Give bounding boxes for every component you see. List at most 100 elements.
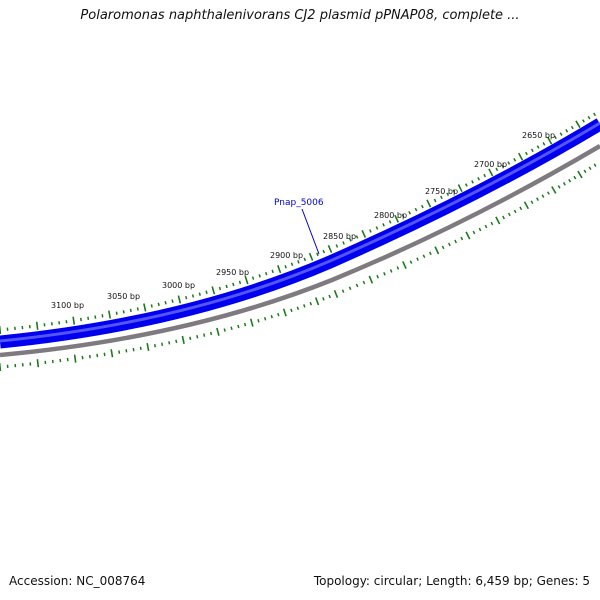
minor-tick: [153, 343, 157, 348]
minor-tick: [376, 274, 379, 279]
minor-tick: [383, 272, 386, 276]
minor-tick: [513, 209, 517, 214]
minor-tick: [258, 274, 261, 278]
minor-tick: [565, 129, 569, 133]
major-tick: [244, 276, 249, 285]
minor-tick: [185, 296, 188, 300]
minor-tick: [284, 264, 287, 269]
minor-tick: [94, 315, 97, 319]
minor-tick: [303, 257, 307, 262]
minor-tick: [570, 125, 574, 130]
minor-tick: [593, 112, 597, 117]
minor-tick: [316, 252, 319, 257]
minor-tick: [471, 180, 474, 184]
minor-tick: [557, 185, 561, 189]
minor-tick: [519, 206, 523, 211]
major-tick: [36, 359, 40, 368]
minor-tick: [132, 347, 135, 352]
tick-label-3000: 3000 bp: [162, 281, 195, 290]
minor-tick: [422, 254, 426, 259]
minor-tick: [322, 297, 325, 301]
minor-tick: [168, 341, 171, 345]
minor-tick: [369, 229, 372, 233]
major-tick: [282, 308, 287, 317]
minor-tick: [536, 145, 540, 149]
topology-summary: Topology: circular; Length: 6,459 bp; Ge…: [313, 574, 590, 588]
minor-tick: [525, 151, 528, 156]
minor-tick: [582, 119, 585, 123]
minor-tick: [290, 262, 294, 267]
major-tick: [333, 289, 339, 299]
minor-tick: [355, 283, 359, 288]
minor-tick: [409, 260, 413, 264]
map-title: Polaromonas naphthalenivorans CJ2 plasmi…: [80, 8, 520, 23]
minor-tick: [464, 183, 468, 187]
tick-label-2700: 2700 bp: [474, 160, 507, 169]
minor-tick: [150, 304, 153, 308]
minor-tick: [335, 244, 339, 248]
minor-tick: [264, 271, 268, 276]
minor-tick: [198, 292, 201, 296]
accession-text: Accession: NC_008764: [9, 574, 146, 588]
minor-tick: [230, 326, 233, 331]
major-tick: [181, 335, 185, 344]
tick-label-2650: 2650 bp: [522, 131, 555, 140]
minor-tick: [65, 320, 68, 324]
major-tick: [108, 310, 112, 319]
minor-tick: [416, 257, 419, 261]
major-tick: [394, 214, 400, 223]
minor-tick: [433, 198, 437, 203]
gene-label-pnap-5006[interactable]: Pnap_5006: [274, 198, 324, 208]
major-tick: [368, 275, 374, 284]
major-tick: [495, 216, 501, 225]
minor-tick: [136, 307, 139, 311]
minor-tick: [477, 176, 481, 181]
major-tick: [211, 286, 216, 295]
minor-tick: [454, 239, 457, 244]
major-tick: [177, 295, 182, 304]
minor-tick: [237, 324, 240, 329]
minor-tick: [568, 178, 572, 183]
minor-tick: [452, 189, 456, 193]
minor-tick: [429, 251, 432, 256]
minor-tick: [171, 299, 174, 303]
minor-tick: [164, 301, 167, 305]
tick-label-3100: 3100 bp: [51, 301, 84, 310]
minor-tick: [296, 306, 300, 310]
minor-tick: [396, 266, 400, 270]
minor-tick: [96, 353, 99, 358]
minor-tick: [355, 235, 359, 239]
major-tick: [216, 327, 220, 336]
major-tick: [465, 231, 471, 240]
minor-tick: [290, 308, 293, 313]
minor-tick: [382, 223, 385, 227]
minor-tick: [129, 308, 132, 313]
minor-tick: [328, 294, 331, 299]
minor-tick: [238, 280, 242, 285]
minor-tick: [50, 322, 53, 326]
minor-tick: [118, 350, 121, 354]
minor-tick: [362, 280, 366, 285]
minor-tick: [125, 349, 128, 353]
minor-tick: [542, 142, 546, 146]
backbone-ring: [0, 144, 600, 358]
major-tick: [143, 303, 147, 312]
minor-tick: [122, 310, 125, 314]
gene-track-highlight: [0, 121, 600, 343]
minor-tick: [562, 182, 566, 186]
minor-tick: [507, 161, 511, 165]
minor-tick: [196, 335, 199, 339]
minor-tick: [593, 163, 597, 167]
minor-tick: [583, 169, 587, 174]
gene-track-pnap-5006[interactable]: [0, 118, 600, 349]
minor-tick: [573, 175, 577, 180]
minor-tick: [139, 346, 142, 351]
minor-tick: [388, 220, 392, 224]
minor-tick: [309, 301, 313, 306]
minor-tick: [101, 314, 104, 318]
major-tick: [547, 136, 553, 145]
minor-tick: [175, 339, 178, 344]
minor-tick: [559, 132, 563, 136]
minor-tick: [81, 355, 84, 360]
tick-label-2900: 2900 bp: [270, 251, 303, 260]
